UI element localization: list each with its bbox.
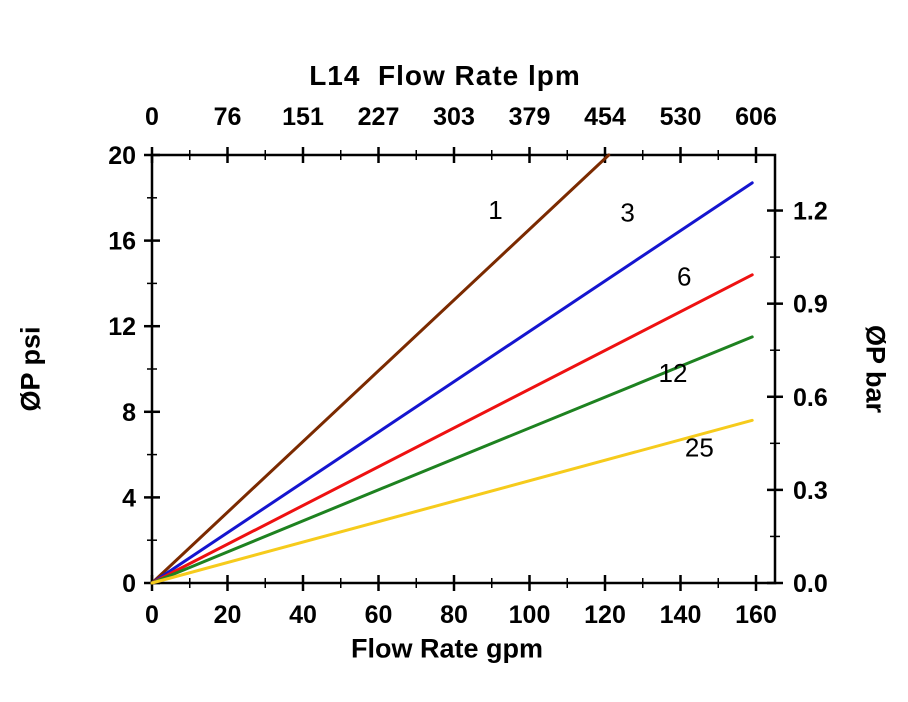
psi-tick-label: 0 bbox=[122, 570, 136, 598]
bar-tick-label: 0.6 bbox=[793, 384, 828, 412]
psi-tick-label: 4 bbox=[122, 484, 136, 512]
series-label-25: 25 bbox=[685, 433, 714, 463]
psi-tick-label: 12 bbox=[108, 313, 136, 341]
series-label-1: 1 bbox=[488, 195, 502, 225]
gpm-tick-label: 0 bbox=[145, 601, 159, 629]
series-line-6 bbox=[150, 273, 754, 585]
lpm-tick-label: 76 bbox=[214, 103, 242, 131]
series-line-1 bbox=[150, 153, 611, 585]
lpm-tick-label: 0 bbox=[145, 103, 159, 131]
gpm-tick-label: 120 bbox=[584, 601, 626, 629]
gpm-tick-label: 80 bbox=[440, 601, 468, 629]
gpm-tick-label: 140 bbox=[660, 601, 702, 629]
bar-tick-label: 1.2 bbox=[793, 198, 828, 226]
series-label-6: 6 bbox=[677, 262, 691, 292]
series-line-25 bbox=[150, 418, 754, 585]
gpm-tick-label: 40 bbox=[289, 601, 317, 629]
bar-tick-label: 0.0 bbox=[793, 570, 828, 598]
lpm-tick-label: 227 bbox=[358, 103, 400, 131]
psi-tick-label: 20 bbox=[108, 142, 136, 170]
psi-tick-label: 16 bbox=[108, 228, 136, 256]
series-line-12 bbox=[150, 335, 754, 585]
series-label-12: 12 bbox=[658, 358, 687, 388]
lpm-tick-label: 530 bbox=[660, 103, 702, 131]
lpm-tick-label: 303 bbox=[433, 103, 475, 131]
lpm-tick-label: 454 bbox=[584, 103, 626, 131]
bottom-axis-title-gpm: Flow Rate gpm bbox=[350, 633, 544, 664]
psi-tick-label: 8 bbox=[122, 399, 136, 427]
bar-tick-label: 0.3 bbox=[793, 477, 828, 505]
lpm-tick-label: 151 bbox=[282, 103, 324, 131]
lpm-tick-label: 379 bbox=[509, 103, 551, 131]
chart-title: L14 Flow Rate lpm bbox=[309, 60, 581, 91]
series-label-3: 3 bbox=[620, 197, 634, 227]
bar-tick-label: 0.9 bbox=[793, 291, 828, 319]
series-line-3 bbox=[150, 181, 754, 585]
lpm-tick-label: 606 bbox=[735, 103, 777, 131]
gpm-tick-label: 100 bbox=[509, 601, 551, 629]
gpm-tick-label: 60 bbox=[365, 601, 393, 629]
gpm-tick-label: 160 bbox=[735, 601, 777, 629]
gpm-tick-label: 20 bbox=[214, 601, 242, 629]
